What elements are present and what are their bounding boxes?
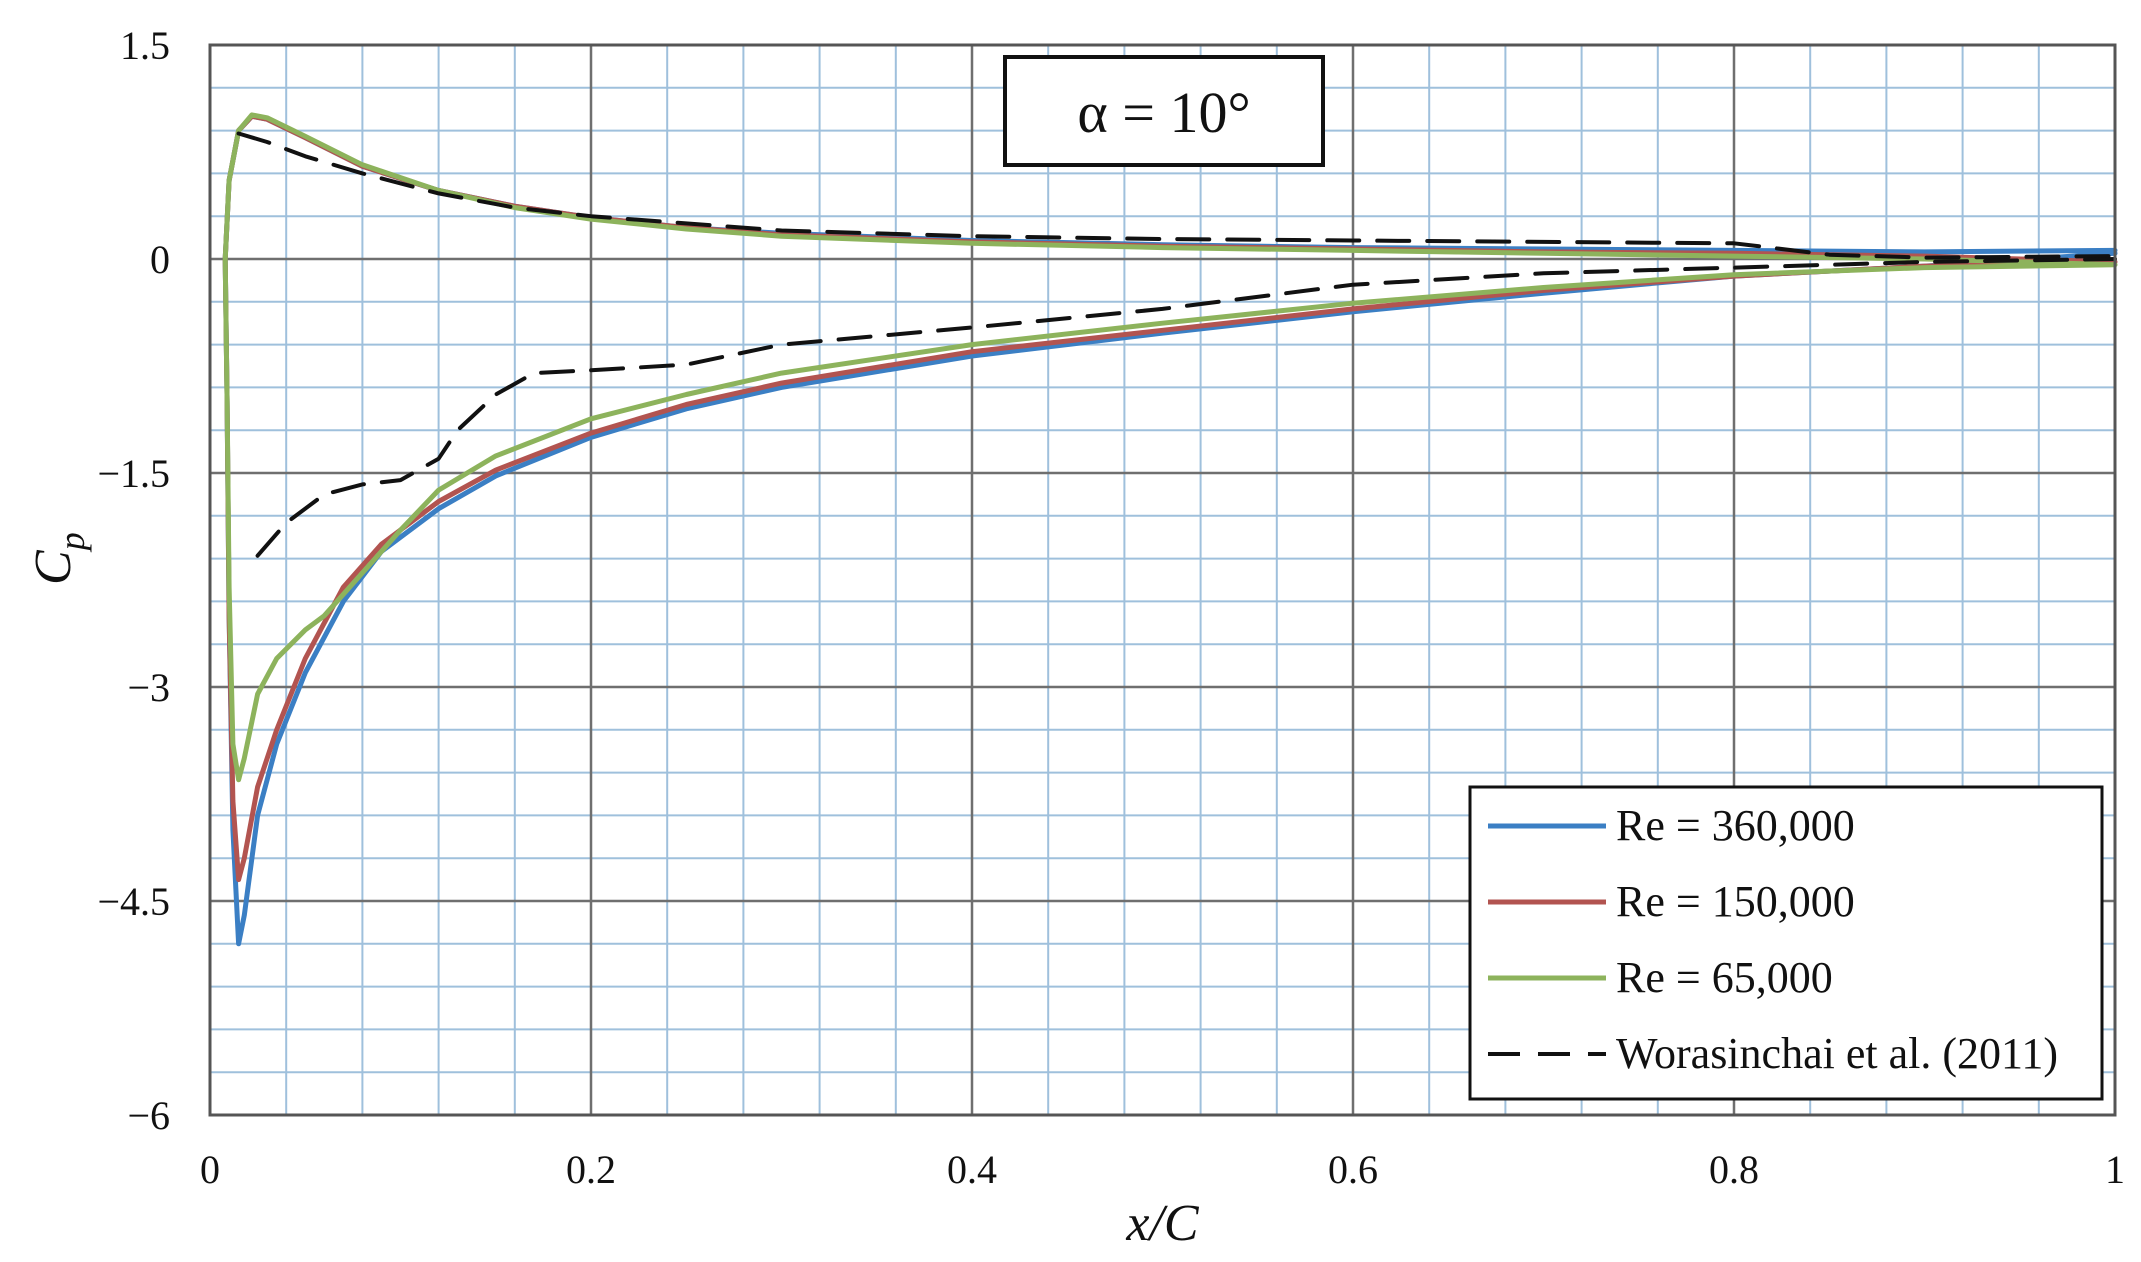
x-tick-label: 0 (200, 1147, 220, 1192)
annotation-border (1003, 55, 1325, 167)
y-axis-title-main: C (25, 549, 82, 585)
y-tick-label: −3 (127, 665, 170, 710)
y-tick-label: −4.5 (97, 879, 170, 924)
legend-label: Worasinchai et al. (2011) (1616, 1029, 2058, 1078)
series-line-3-upper (236, 131, 2117, 260)
y-tick-labels: 1.5 0 −1.5 −3 −4.5 −6 (97, 23, 170, 1138)
x-tick-label: 1 (2105, 1147, 2125, 1192)
y-axis-title: Cp (25, 532, 92, 585)
x-tick-label: 0.6 (1328, 1147, 1378, 1192)
y-tick-label: 0 (150, 237, 170, 282)
y-tick-label: −6 (127, 1093, 170, 1138)
y-axis-title-subscript: p (52, 532, 92, 553)
x-tick-label: 0.4 (947, 1147, 997, 1192)
series-line-2 (222, 112, 2118, 783)
legend-label: Re = 360,000 (1616, 801, 1855, 850)
y-axis-title-group: Cp (25, 532, 92, 585)
legend-border (1468, 785, 2104, 1101)
legend: Re = 360,000 Re = 150,000 Re = 65,000 Woras… (1468, 785, 2104, 1101)
alpha-annotation-box: α = 10° (1003, 55, 1325, 167)
legend-label: Re = 150,000 (1616, 877, 1855, 926)
plot-frame (208, 43, 2117, 1117)
x-axis-title: x/C (1125, 1195, 1200, 1252)
x-tick-label: 0.2 (566, 1147, 616, 1192)
annotation-text: α = 10° (1077, 80, 1250, 145)
series-layer (222, 112, 2118, 947)
y-tick-label: −1.5 (97, 451, 170, 496)
x-tick-labels: 0 0.2 0.4 0.6 0.8 1 (200, 1147, 2125, 1192)
x-tick-label: 0.8 (1709, 1147, 1759, 1192)
y-tick-label: 1.5 (120, 23, 170, 68)
legend-label: Re = 65,000 (1616, 953, 1833, 1002)
series-line-3-lower (255, 257, 2117, 558)
